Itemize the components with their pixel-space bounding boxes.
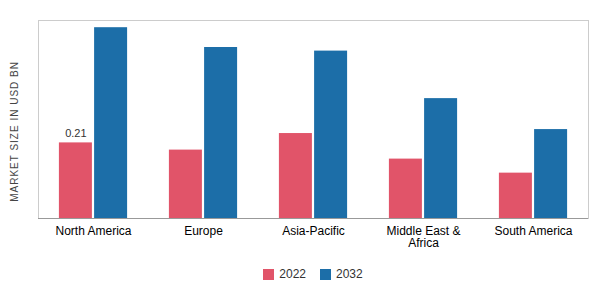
svg-text:Asia-Pacific: Asia-Pacific bbox=[282, 224, 345, 238]
svg-text:South America: South America bbox=[494, 224, 572, 238]
html-text:2022: 2022 bbox=[279, 267, 306, 281]
svg-text:0.21: 0.21 bbox=[65, 127, 86, 139]
html-text:MARKET SIZE IN USD BN: MARKET SIZE IN USD BN bbox=[8, 60, 20, 202]
svg-text:North America: North America bbox=[55, 224, 131, 238]
html-text:2032: 2032 bbox=[336, 267, 363, 281]
svg-text:Middle East &Africa: Middle East &Africa bbox=[386, 224, 460, 250]
svg-text:Europe: Europe bbox=[184, 224, 223, 238]
